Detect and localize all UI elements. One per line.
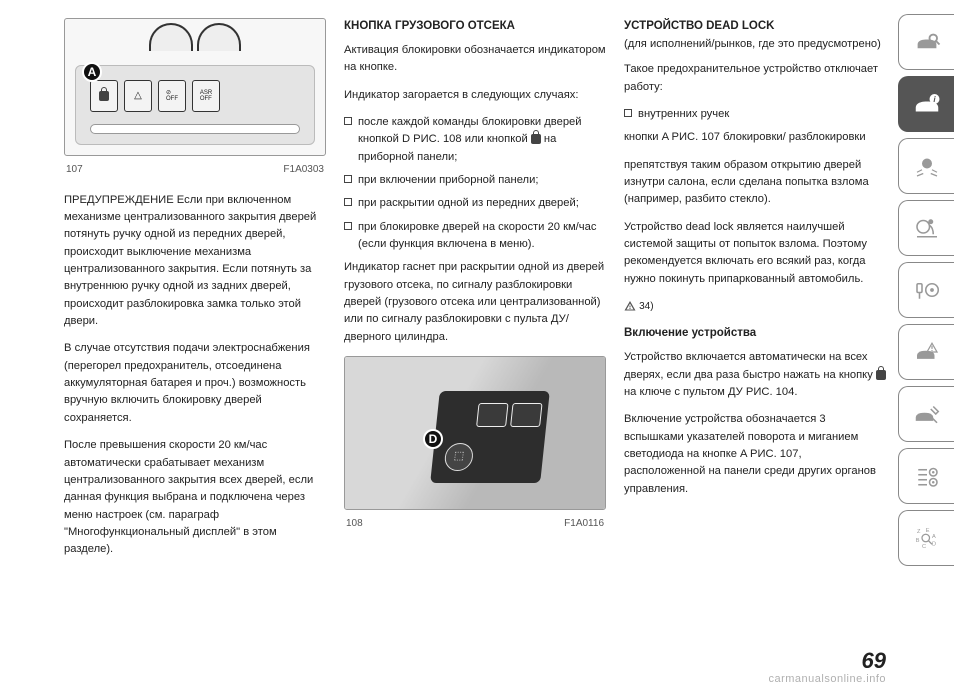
watermark: carmanualsonline.info xyxy=(768,673,886,685)
col2-b1: после каждой команды блокировки дверей к… xyxy=(344,114,606,166)
page-number: 69 xyxy=(862,648,886,674)
abc-search-icon: Z E B A C D xyxy=(912,523,942,553)
door-pad: ⬚ xyxy=(430,391,550,483)
col3-p4: Устройство dead lock является наилучшей … xyxy=(624,219,886,288)
lock-button xyxy=(90,80,118,112)
tab-car-warning[interactable] xyxy=(898,324,954,380)
svg-text:D: D xyxy=(932,542,936,548)
asr-button: ASROFF xyxy=(192,80,220,112)
dial-left xyxy=(149,23,193,51)
col3-p6: Включение устройства обозначается 3 вспы… xyxy=(624,411,886,498)
svg-text:B: B xyxy=(915,538,919,544)
dial-right xyxy=(197,23,241,51)
tab-car-search[interactable] xyxy=(898,14,954,70)
figure-108: ⬚ D xyxy=(344,356,606,510)
bullet-icon xyxy=(624,109,632,117)
col3-heading: УСТРОЙСТВО DEAD LOCK xyxy=(624,18,886,36)
figure-107-caption: 107 F1A0303 xyxy=(64,162,326,178)
col3-h2: Включение устройства xyxy=(624,325,886,343)
tab-car-info[interactable]: i xyxy=(898,76,954,132)
col2-p3: Индикатор гаснет при раскрытии одной из … xyxy=(344,259,606,346)
center-panel: △ ⊘OFF ASROFF A xyxy=(75,65,315,145)
column-1: △ ⊘OFF ASROFF A 107 F1A0303 ПРЕДУПРЕЖДЕН… xyxy=(64,18,326,672)
hazard-button: △ xyxy=(124,80,152,112)
column-3: УСТРОЙСТВО DEAD LOCK (для исполнений/рын… xyxy=(624,18,886,672)
window-btn-1 xyxy=(476,403,509,427)
light-icon xyxy=(912,151,942,181)
col3-p1: Такое предохранительное устройство отклю… xyxy=(624,61,886,96)
off-button: ⊘OFF xyxy=(158,80,186,112)
bullet-icon xyxy=(344,117,352,125)
bullet-icon xyxy=(344,175,352,183)
tab-key-wheel[interactable] xyxy=(898,262,954,318)
warn-num: 34) xyxy=(639,301,653,312)
dials-row xyxy=(65,19,325,59)
svg-text:Z: Z xyxy=(917,529,921,535)
settings-list-icon xyxy=(912,461,942,491)
airbag-icon xyxy=(912,213,942,243)
fig-num: 107 xyxy=(66,162,83,178)
col3-b1: внутренних ручек xyxy=(624,106,886,123)
col3-p3: препятствуя таким образом открытию двере… xyxy=(624,157,886,209)
bullet-icon xyxy=(344,222,352,230)
svg-text:E: E xyxy=(925,528,929,534)
col2-p1: Активация блокировки обозначается индика… xyxy=(344,42,606,77)
content-columns: △ ⊘OFF ASROFF A 107 F1A0303 ПРЕДУПРЕЖДЕН… xyxy=(0,0,898,686)
car-search-icon xyxy=(912,27,942,57)
col2-p2: Индикатор загорается в следующих случаях… xyxy=(344,87,606,104)
lock-icon xyxy=(531,134,541,144)
lock-icon xyxy=(876,370,886,380)
col3-warn: 34) xyxy=(624,298,886,315)
col1-p1: ПРЕДУПРЕЖДЕНИЕ Если при включенном механ… xyxy=(64,192,326,331)
tab-car-wrench[interactable] xyxy=(898,386,954,442)
fig-code: F1A0303 xyxy=(283,162,324,178)
tab-settings-list[interactable] xyxy=(898,448,954,504)
warning-icon xyxy=(624,300,636,312)
car-warning-icon xyxy=(912,337,942,367)
door-lock-btn: ⬚ xyxy=(443,443,474,471)
fig-num: 108 xyxy=(346,516,363,532)
col3-sub: (для исполнений/рынков, где это предусмо… xyxy=(624,36,886,53)
col1-p3: После превышения скорости 20 км/час авто… xyxy=(64,437,326,559)
svg-text:A: A xyxy=(932,534,936,540)
bullet-icon xyxy=(344,198,352,206)
marker-a: A xyxy=(82,62,102,82)
car-info-icon: i xyxy=(912,89,942,119)
tab-airbag[interactable] xyxy=(898,200,954,256)
column-2: КНОПКА ГРУЗОВОГО ОТСЕКА Активация блокир… xyxy=(344,18,606,672)
fig-code: F1A0116 xyxy=(564,516,604,532)
car-wrench-icon xyxy=(912,399,942,429)
tab-abc-search[interactable]: Z E B A C D xyxy=(898,510,954,566)
figure-108-caption: 108 F1A0116 xyxy=(344,516,606,532)
svg-text:C: C xyxy=(922,544,926,550)
col1-p2: В случае отсутствия подачи электроснабже… xyxy=(64,340,326,427)
page: △ ⊘OFF ASROFF A 107 F1A0303 ПРЕДУПРЕЖДЕН… xyxy=(0,0,960,686)
col3-p5: Устройство включается автоматически на в… xyxy=(624,349,886,401)
col2-b3: при раскрытии одной из передних дверей; xyxy=(344,195,606,212)
col2-heading: КНОПКА ГРУЗОВОГО ОТСЕКА xyxy=(344,18,606,36)
col2-b2: при включении приборной панели; xyxy=(344,172,606,189)
col3-p2: кнопки A РИС. 107 блокировки/ разблокиро… xyxy=(624,129,886,146)
figure-107: △ ⊘OFF ASROFF A xyxy=(64,18,326,156)
panel-slot xyxy=(90,124,300,134)
sidebar-tabs: i Z E B A C D xyxy=(898,0,960,686)
col2-b4: при блокировке дверей на скорости 20 км/… xyxy=(344,219,606,254)
key-wheel-icon xyxy=(912,275,942,305)
tab-light[interactable] xyxy=(898,138,954,194)
window-btn-2 xyxy=(510,403,543,427)
